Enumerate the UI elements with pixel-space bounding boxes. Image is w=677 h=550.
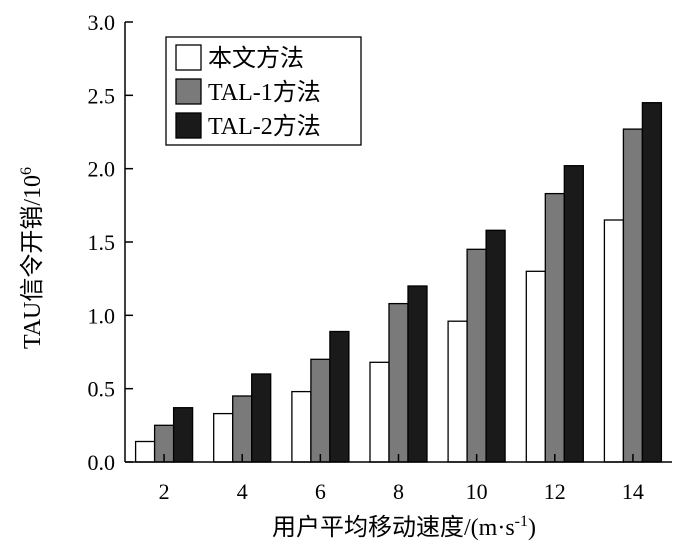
- x-tick-label: 14: [622, 479, 644, 504]
- bar: [310, 358, 331, 463]
- legend: 本文方法 TAL-1方法 TAL-2方法: [165, 36, 362, 146]
- bar: [388, 302, 409, 463]
- y-tick-label: 0.5: [88, 377, 116, 402]
- y-tick-label: 2.0: [88, 157, 116, 182]
- x-axis-title: 用户平均移动速度/(m·s-1): [272, 513, 536, 541]
- x-tick-label: 12: [544, 479, 566, 504]
- bar: [134, 440, 156, 463]
- legend-label: TAL-1方法: [208, 79, 321, 106]
- bar: [563, 165, 584, 463]
- x-tick-label: 8: [393, 479, 404, 504]
- x-tick-label: 6: [315, 479, 326, 504]
- bar: [622, 128, 644, 463]
- y-tick-label: 0.0: [88, 450, 116, 475]
- bar: [213, 412, 234, 463]
- x-tick-label: 10: [466, 479, 488, 504]
- bar: [485, 229, 506, 463]
- x-tick-label: 4: [237, 479, 248, 504]
- bar: [544, 192, 565, 463]
- y-tick-label: 2.5: [88, 83, 116, 108]
- plot-area: [134, 102, 663, 463]
- bar: [466, 248, 487, 463]
- legend-swatch: [175, 78, 202, 105]
- bar: [603, 219, 625, 463]
- bar: [232, 395, 253, 463]
- bar: [641, 102, 663, 463]
- bar: [525, 270, 546, 463]
- legend-label: TAL-2方法: [208, 113, 321, 140]
- bar: [172, 407, 194, 463]
- bar: [407, 285, 428, 463]
- bar: [329, 330, 350, 463]
- y-axis: 0.0 0.5 1.0 1.5 2.0 2.5 3.0: [88, 10, 133, 475]
- y-axis-title: TAU信令开销/106: [18, 167, 46, 349]
- bar: [369, 361, 390, 463]
- legend-swatch: [175, 112, 202, 139]
- y-tick-label: 3.0: [88, 10, 116, 35]
- x-axis: 2 4 6 8 10 12 14: [125, 454, 672, 504]
- x-tick-label: 2: [159, 479, 170, 504]
- y-tick-label: 1.5: [88, 230, 116, 255]
- legend-swatch: [175, 44, 202, 71]
- bar: [291, 390, 312, 463]
- bar: [251, 373, 272, 463]
- bar: [447, 320, 468, 463]
- y-tick-label: 1.0: [88, 303, 116, 328]
- legend-label: 本文方法: [208, 45, 304, 72]
